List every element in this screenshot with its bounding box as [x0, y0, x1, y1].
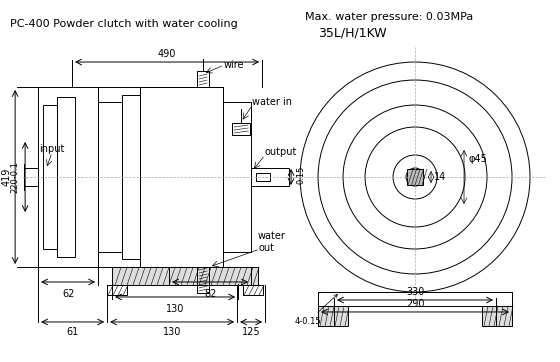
Text: 4-0.15: 4-0.15 — [295, 294, 338, 326]
Bar — [98, 102, 122, 252]
Text: 490: 490 — [158, 49, 176, 59]
Bar — [318, 306, 348, 326]
Bar — [197, 71, 209, 87]
Bar — [57, 97, 75, 257]
Bar — [38, 87, 98, 267]
Text: 330: 330 — [406, 287, 424, 297]
Bar — [122, 95, 140, 259]
Text: 130: 130 — [166, 304, 184, 314]
Bar — [107, 285, 127, 295]
Bar — [140, 87, 223, 267]
Text: 130: 130 — [163, 327, 181, 337]
Text: output: output — [264, 147, 296, 157]
Text: input: input — [39, 144, 65, 154]
Text: wire: wire — [224, 60, 245, 70]
Text: 62: 62 — [62, 289, 74, 299]
Text: 220-0.1: 220-0.1 — [10, 161, 19, 193]
Bar — [223, 102, 251, 252]
Bar — [318, 292, 512, 306]
Bar — [197, 267, 209, 293]
Bar — [243, 285, 263, 295]
Text: 0.15: 0.15 — [296, 166, 305, 184]
Bar — [407, 169, 423, 185]
Text: water
out: water out — [258, 231, 286, 253]
Text: water in: water in — [252, 97, 292, 107]
Text: 82: 82 — [204, 289, 216, 299]
Bar — [98, 87, 223, 267]
Bar — [232, 123, 250, 135]
Text: PC-400 Powder clutch with water cooling: PC-400 Powder clutch with water cooling — [10, 19, 238, 29]
Text: Max. water pressure: 0.03MPa: Max. water pressure: 0.03MPa — [305, 12, 473, 22]
Text: 35L/H/1KW: 35L/H/1KW — [318, 26, 387, 39]
Bar — [256, 173, 270, 181]
Bar — [482, 306, 512, 326]
Bar — [112, 267, 258, 285]
Text: φ45: φ45 — [468, 154, 487, 164]
Bar — [251, 168, 289, 186]
Text: 14: 14 — [434, 172, 446, 182]
Text: 290: 290 — [406, 299, 424, 309]
Bar — [43, 105, 57, 249]
Text: 61: 61 — [66, 327, 78, 337]
Text: 419: 419 — [1, 168, 11, 186]
Text: 125: 125 — [242, 327, 260, 337]
